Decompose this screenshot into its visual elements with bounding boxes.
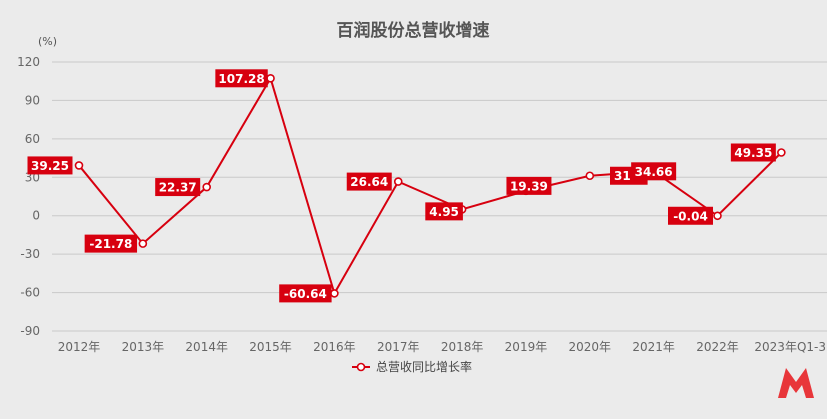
- chart-title: 百润股份总营收增速: [337, 20, 490, 41]
- data-label: -60.64: [284, 287, 327, 301]
- gridlines: [52, 61, 827, 332]
- data-label-box: [631, 162, 677, 181]
- y-tick-label: 0: [32, 209, 40, 223]
- logo-icon: [778, 368, 814, 398]
- data-point: [330, 289, 339, 298]
- y-tick-label: 120: [17, 55, 40, 69]
- data-label-box: [730, 143, 776, 162]
- data-label: 19.39: [510, 179, 548, 193]
- x-tick-label: 2015年: [249, 340, 292, 354]
- data-labels: 39.25 -21.78 22.37 107.28 -60.64 26.64 4.95 19.…: [27, 69, 776, 303]
- y-axis-unit: (%): [38, 35, 57, 48]
- x-tick-label: 2022年: [696, 340, 739, 354]
- data-point: [777, 148, 786, 157]
- data-point: [585, 171, 595, 181]
- x-tick-label: 2021年: [632, 340, 675, 354]
- data-label-box: [668, 206, 713, 225]
- data-label-box: [84, 234, 138, 253]
- data-point: [713, 211, 722, 221]
- x-tick-label: 2023年Q1-3: [754, 340, 826, 354]
- legend-label: 总营收同比增长率: [376, 359, 472, 374]
- data-point: [266, 73, 275, 83]
- x-tick-label: 2020年: [569, 340, 612, 354]
- y-tick-label: -90: [20, 324, 40, 338]
- data-point: [74, 161, 84, 170]
- data-label-box: [346, 172, 392, 191]
- legend[interactable]: 总营收同比增长率: [352, 359, 472, 374]
- y-tick-label: 90: [25, 93, 40, 107]
- data-label-box: [215, 69, 268, 88]
- x-tick-label: 2014年: [185, 340, 228, 354]
- x-tick-label: 2013年: [122, 340, 165, 354]
- data-label: 49.35: [734, 146, 772, 160]
- data-point: [393, 177, 403, 186]
- data-label: -0.04: [673, 209, 708, 223]
- data-point: [202, 182, 211, 192]
- data-label-box: [506, 176, 552, 195]
- data-label-box: [279, 284, 332, 303]
- x-tick-label: 2012年: [58, 340, 101, 354]
- x-tick-label: 2019年: [505, 340, 548, 354]
- data-label: 22.37: [159, 181, 197, 195]
- data-label: -21.78: [89, 237, 132, 251]
- data-label-box: [27, 156, 73, 175]
- data-point: [138, 239, 148, 248]
- data-label-box: [425, 202, 463, 221]
- y-tick-label: -30: [20, 247, 40, 261]
- x-tick-label: 2016年: [313, 340, 356, 354]
- x-axis-ticks: 2012年 2013年 2014年 2015年 2016年 2017年 2018年 2019年…: [58, 340, 826, 354]
- data-label: 107.28: [218, 72, 264, 86]
- legend-marker: [356, 362, 366, 372]
- x-tick-label: 2017年: [377, 340, 420, 354]
- data-label-box: [155, 178, 201, 197]
- data-label: 4.95: [429, 205, 459, 219]
- data-label: 34.66: [635, 165, 673, 179]
- data-label: 26.64: [350, 175, 388, 189]
- y-tick-label: -60: [20, 286, 40, 300]
- y-tick-label: 60: [25, 132, 40, 146]
- data-label: 39.25: [31, 159, 69, 173]
- x-tick-label: 2018年: [441, 340, 484, 354]
